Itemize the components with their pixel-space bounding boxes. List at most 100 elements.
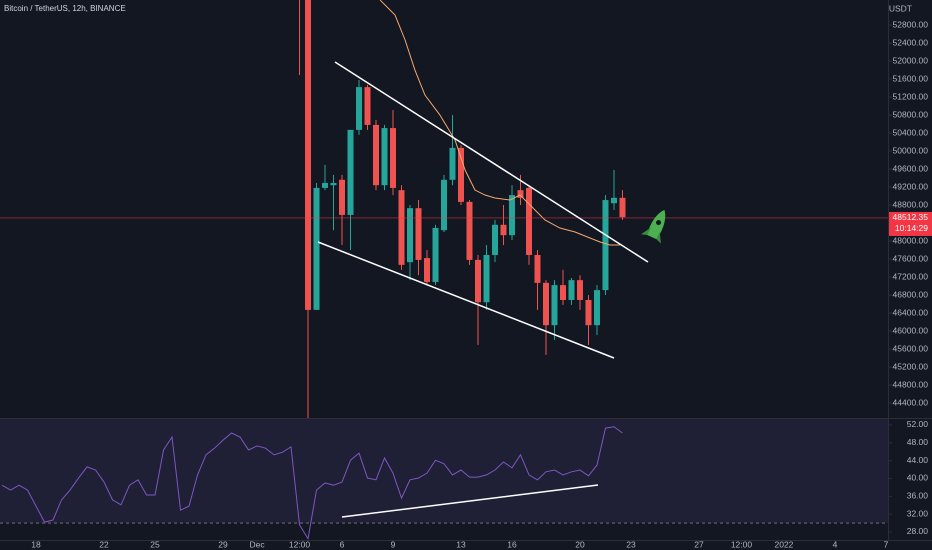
y-tick-label: 49600.00 [893,163,929,173]
candle-body [407,208,414,263]
x-tick-label: 23 [626,539,636,549]
candle-body [347,129,354,215]
y-tick-label: 47200.00 [893,271,929,281]
price-pane [0,0,888,418]
x-tick-label: Dec [249,539,265,549]
candle-body [568,280,575,300]
y-tick-label: 46000.00 [893,325,929,335]
x-tick-label: 25 [150,539,160,549]
x-tick-label: 7 [884,539,889,549]
y-tick-label: 51600.00 [893,73,929,83]
y-tick-label: 50800.00 [893,109,929,119]
candle-body [534,254,541,283]
y-tick-label: 51200.00 [893,91,929,101]
candle-body [525,187,532,255]
candle-body [576,280,583,300]
rocket-icon[interactable] [640,205,674,244]
candle-body [373,124,380,186]
candle-body [339,179,346,215]
x-tick-label: 27 [694,539,704,549]
y-tick-label: 48.00 [907,437,929,447]
candle-body [356,87,363,130]
candle-body [483,254,490,303]
y-tick-label: 50000.00 [893,145,929,155]
y-tick-label: 52000.00 [893,55,929,65]
x-tick-label: 13 [456,539,466,549]
candle-body [593,290,600,326]
y-tick-label: 44.00 [907,455,929,465]
y-tick-label: 52400.00 [893,37,929,47]
y-tick-label: 46400.00 [893,307,929,317]
candle-body [424,258,431,282]
candle-body [610,197,617,204]
rsi-band [0,419,888,524]
trend-line[interactable] [334,61,649,263]
y-tick-label: 52.00 [907,419,929,429]
y-tick-label: 48000.00 [893,235,929,245]
x-tick-label: 20 [575,539,585,549]
candle-body [551,285,558,326]
candle-body [517,190,524,198]
x-tick-label: 22 [99,539,109,549]
candle-body [500,224,507,236]
candle-body [322,182,329,188]
x-tick-label: 12:00 [731,539,753,549]
candle-body [457,147,464,202]
y-tick-label: 45600.00 [893,343,929,353]
axes: 44400.00 44800.00 45200.00 45600.00 46000.00… [31,19,932,549]
y-tick-label: 52800.00 [893,19,929,29]
candle-body [508,195,515,236]
x-tick-label: 29 [218,539,228,549]
y-tick-label: 50400.00 [893,127,929,137]
x-tick-label: 9 [391,539,396,549]
y-tick-label: 28.00 [907,526,929,536]
candle-body [585,299,592,326]
candle-body [466,201,473,260]
rsi-pane [0,419,888,540]
candle-body [441,179,447,231]
y-tick-label: 40.00 [907,473,929,483]
candle-body [305,0,312,310]
candle-body [602,200,609,291]
x-tick-label: 12:00 [289,539,311,549]
candle-body [449,147,456,180]
candle-body [491,224,498,255]
candle-body [432,227,439,282]
line-series [1,426,623,540]
y-tick-label: 46800.00 [893,289,929,299]
currency-label: USDT [889,3,912,13]
candle-body [619,197,626,218]
candle-body [390,128,397,188]
last-price-label: 48512.35 [893,212,929,222]
countdown-label: 10:14:29 [895,223,928,233]
x-tick-label: 2022 [775,539,794,549]
candle-body [474,259,481,303]
candle-body [415,208,422,260]
candle-body [398,190,405,265]
candle-body [559,285,566,300]
candle-body [313,187,320,310]
candle-body [330,182,337,186]
chart-title: Bitcoin / TetherUS, 12h, BINANCE [4,4,126,13]
y-tick-label: 44800.00 [893,379,929,389]
y-tick-label: 47600.00 [893,253,929,263]
y-tick-label: 32.00 [907,508,929,518]
candle-body [381,128,388,186]
y-tick-label: 48800.00 [893,199,929,209]
y-tick-label: 49200.00 [893,181,929,191]
y-tick-label: 36.00 [907,491,929,501]
candle-body [542,282,549,326]
y-tick-label: 45200.00 [893,361,929,371]
trend-line[interactable] [341,484,599,518]
trend-line[interactable] [317,241,615,359]
x-tick-label: 16 [507,539,517,549]
candle-body [364,87,371,125]
last-price-box [889,211,932,236]
x-tick-label: 18 [31,539,41,549]
x-tick-label: 4 [833,539,838,549]
y-tick-label: 44400.00 [893,397,929,407]
line-series [379,0,620,246]
x-tick-label: 6 [340,539,345,549]
